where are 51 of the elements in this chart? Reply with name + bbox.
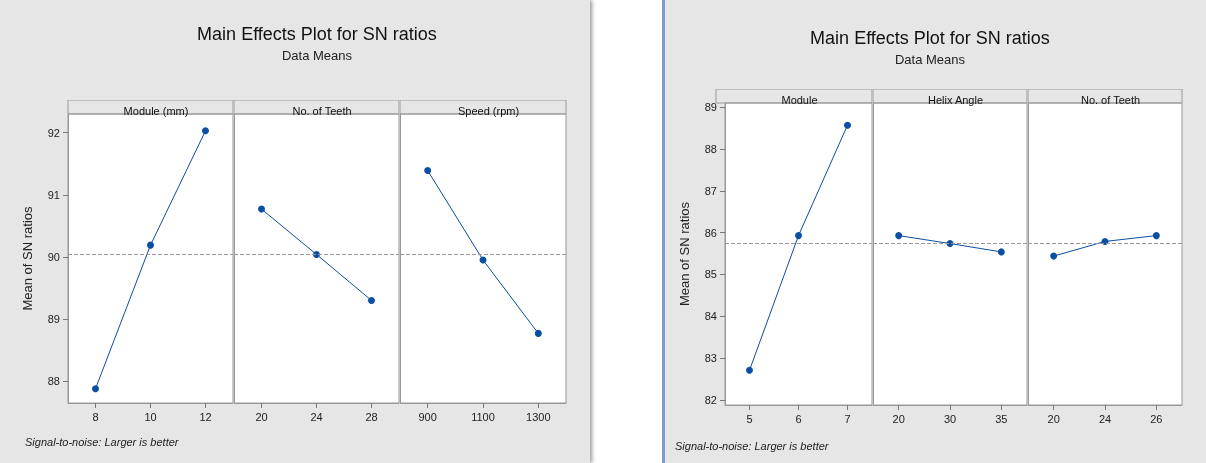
chart-title: No. of Teeth: [1080, 93, 1141, 106]
x-tick-label: 10: [144, 410, 157, 423]
x-tick-label: 1100: [471, 410, 495, 423]
y-tick-label: 89: [704, 101, 717, 114]
text: Data Means: [280, 48, 354, 63]
y-tick-label: 90: [47, 250, 60, 263]
x-tick-label: 5: [746, 412, 753, 425]
x-tick-label: 30: [943, 412, 957, 425]
point: [795, 232, 802, 240]
y-tick-label: 84: [704, 310, 717, 323]
x-tick-label: 20: [255, 410, 268, 423]
y-tick-label: 88: [704, 143, 717, 156]
y-axis-title: Mean of SN ratios: [677, 201, 692, 307]
text: Signal-to-noise: Larger is better: [25, 436, 179, 448]
text: Main Effects Plot for SN ratios: [196, 24, 438, 45]
y-tick-label: 86: [704, 226, 717, 239]
y-tick-label: 89: [47, 313, 60, 326]
y-tick-label: 92: [47, 126, 60, 139]
chart-title: Module (mm): [123, 104, 189, 117]
x-tick-label: 7: [844, 412, 851, 425]
x-tick-label: 28: [365, 410, 378, 423]
x-tick-label: 24: [310, 410, 323, 423]
y-tick-label: 82: [704, 393, 717, 406]
chart-title: Helix Angle: [927, 93, 984, 106]
point: [92, 385, 99, 393]
x-tick-label: 24: [1098, 412, 1112, 425]
point: [147, 241, 154, 249]
text: Signal-to-noise: Larger is better: [675, 440, 829, 452]
x-tick-label: 20: [892, 412, 905, 425]
y-axis-title: Mean of SN ratios: [20, 205, 35, 311]
y-tick-label: 85: [704, 268, 717, 281]
text: Data Means: [893, 52, 967, 67]
x-tick-label: 1300: [526, 410, 551, 423]
y-tick-label: 88: [47, 375, 60, 388]
x-tick-label: 35: [995, 412, 1008, 425]
chart-title: Module: [781, 93, 818, 106]
point: [746, 366, 753, 374]
y-tick-label: 87: [704, 184, 717, 197]
chart-title: Speed (rpm): [457, 104, 520, 117]
chart-title: No. of Teeth: [292, 104, 352, 117]
y-tick-label: 91: [47, 188, 60, 201]
x-tick-label: 26: [1150, 412, 1163, 425]
x-tick-label: 6: [795, 412, 802, 425]
y-tick-label: 83: [704, 352, 717, 365]
text: Main Effects Plot for SN ratios: [809, 28, 1051, 49]
x-tick-label: 8: [92, 410, 99, 423]
point: [844, 121, 851, 129]
point: [202, 127, 209, 135]
x-tick-label: 900: [418, 410, 437, 423]
x-tick-label: 20: [1047, 412, 1060, 425]
x-tick-label: 12: [199, 410, 212, 423]
